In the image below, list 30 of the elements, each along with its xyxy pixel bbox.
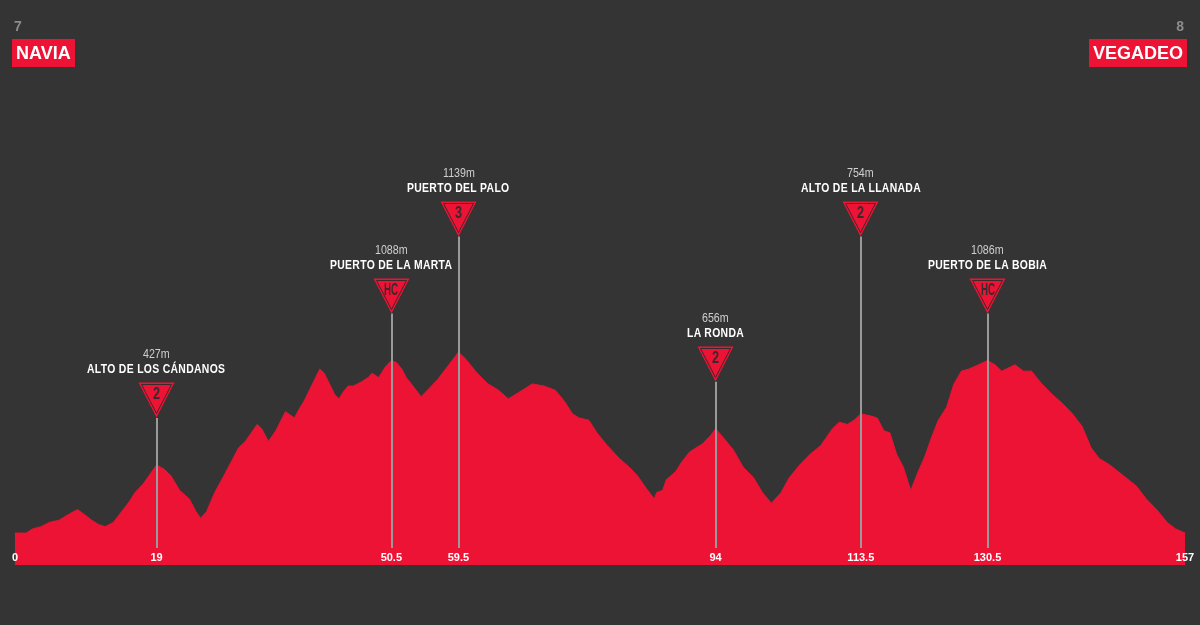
x-tick-label: 50.5 [380, 550, 403, 563]
text: PUERTO DE LA BOBIA [928, 257, 1048, 273]
text: 656m [702, 310, 729, 326]
text: VEGADEO [1088, 39, 1187, 67]
x-tick-label: 130.5 [973, 550, 1002, 563]
text: 8 [1176, 18, 1184, 34]
annotation: 427m [143, 346, 170, 362]
text: 3 [454, 203, 462, 223]
x-tick-label: 157 [1175, 550, 1195, 563]
text: NAVIA [12, 39, 75, 67]
x-tick-label: 19 [150, 550, 163, 563]
annotation: 2 [153, 384, 161, 404]
x-tick-label: 113.5 [847, 550, 875, 563]
text: 754m [847, 165, 875, 181]
x-tick-label: 59.5 [447, 550, 470, 563]
text: ALTO DE LA LLANADA [800, 180, 921, 196]
text: 7 [14, 18, 22, 34]
text: 1088m [375, 242, 408, 258]
text: 1139m [442, 165, 475, 181]
annotation: 2 [711, 348, 720, 368]
text: 1086m [971, 242, 1004, 258]
text: HC [384, 280, 399, 300]
x-tick-label: 94 [709, 550, 723, 563]
text: PUERTO DE LA MARTA [330, 257, 453, 273]
annotation: ALTO DE LOS CÁNDANOS [87, 361, 226, 377]
text: HC [980, 280, 995, 300]
x-tick-label: 0 [11, 550, 19, 563]
text: PUERTO DEL PALO [407, 180, 510, 196]
text: 2 [857, 203, 865, 223]
text: LA RONDA [686, 325, 745, 341]
